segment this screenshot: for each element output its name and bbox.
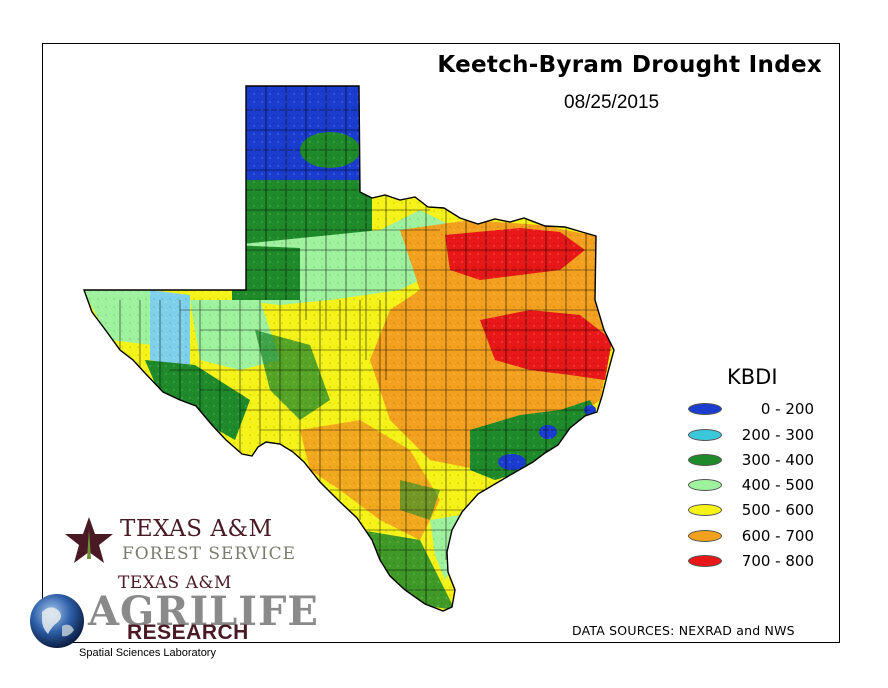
legend-item: 600 - 700	[688, 527, 828, 547]
legend-label: 700 - 800	[741, 552, 814, 570]
legend-label: 300 - 400	[741, 451, 814, 469]
agrilife-logo-line2: AGRILIFE	[88, 588, 319, 635]
tfs-logo-line1: TEXAS A&M	[120, 516, 273, 542]
legend-label: 600 - 700	[741, 527, 814, 545]
map-date: 08/25/2015	[564, 92, 660, 113]
lab-name: Spatial Sciences Laboratory	[79, 647, 216, 659]
data-sources: DATA SOURCES: NEXRAD and NWS	[572, 623, 795, 638]
county-boundaries	[119, 86, 612, 610]
legend-swatch	[688, 504, 722, 516]
legend-item: 0 - 200	[688, 400, 828, 420]
legend-label: 200 - 300	[741, 426, 814, 444]
legend-label: 400 - 500	[741, 476, 814, 494]
legend-item: 400 - 500	[688, 476, 828, 496]
legend-swatch	[688, 403, 722, 415]
globe-icon	[30, 594, 84, 648]
legend-item: 500 - 600	[688, 501, 828, 521]
tfs-logo-line2: FOREST SERVICE	[122, 544, 296, 564]
legend-item: 700 - 800	[688, 552, 828, 572]
legend-swatch	[688, 479, 722, 491]
legend-label: 500 - 600	[741, 501, 814, 519]
legend-label: 0 - 200	[751, 400, 814, 418]
legend-swatch	[688, 429, 722, 441]
legend-swatch	[688, 530, 722, 542]
agrilife-logo-line3: RESEARCH	[127, 621, 249, 644]
legend-item: 300 - 400	[688, 451, 828, 471]
star-icon	[65, 517, 113, 563]
legend-swatch	[688, 454, 722, 466]
legend-title: KBDI	[727, 365, 778, 389]
agrilife-logo-line1: TEXAS A&M	[118, 573, 232, 593]
legend-item: 200 - 300	[688, 426, 828, 446]
map-title: Keetch-Byram Drought Index	[437, 52, 822, 78]
legend-swatch	[688, 555, 722, 567]
